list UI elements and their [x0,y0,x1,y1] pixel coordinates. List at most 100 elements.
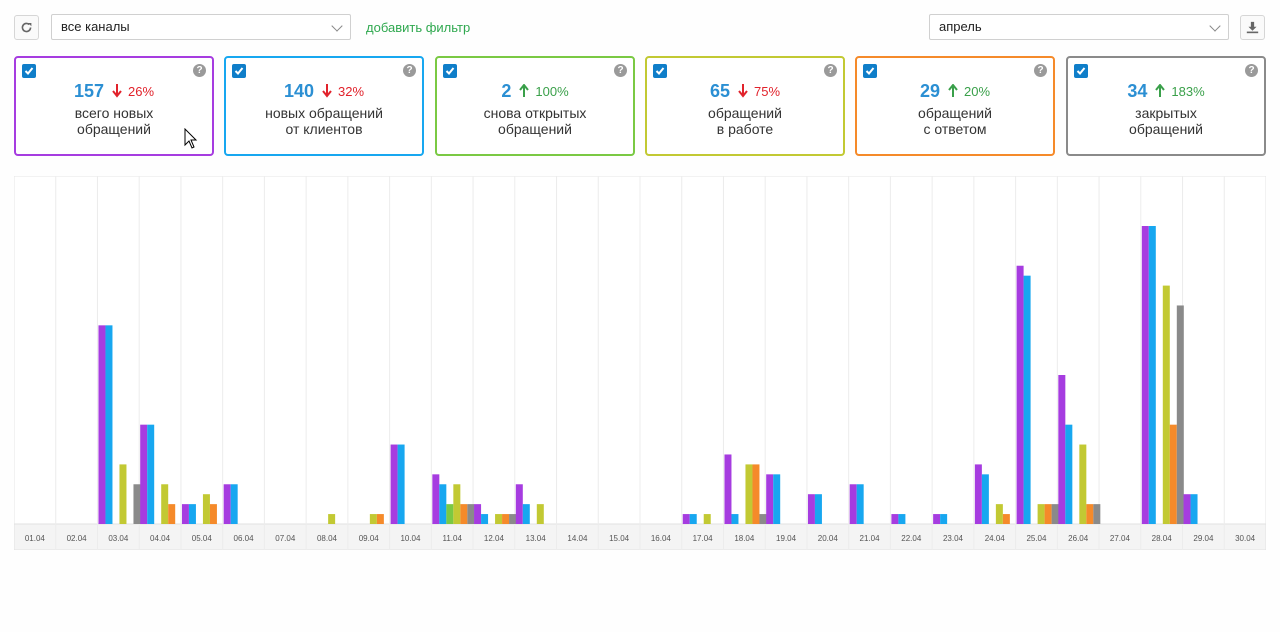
bar[interactable] [161,484,169,524]
bar[interactable] [981,474,989,524]
card-checkbox[interactable] [863,64,877,78]
bar[interactable] [181,504,189,524]
card-checkbox[interactable] [22,64,36,78]
bar[interactable] [536,504,544,524]
bar[interactable] [1162,285,1170,524]
bar[interactable] [147,424,155,524]
bar[interactable] [1148,226,1156,524]
bar[interactable] [703,514,711,524]
chevron-down-icon [331,20,343,32]
bar[interactable] [467,504,475,524]
card-delta: 100% [519,84,569,99]
help-icon[interactable]: ? [193,64,206,77]
bar[interactable] [397,444,405,524]
bar[interactable] [1093,504,1101,524]
bar[interactable] [849,484,857,524]
help-icon[interactable]: ? [1245,64,1258,77]
bar[interactable] [328,514,336,524]
card-checkbox[interactable] [653,64,667,78]
bar[interactable] [188,504,196,524]
bar[interactable] [1058,375,1066,524]
bar[interactable] [1190,494,1198,524]
bar[interactable] [1044,504,1052,524]
bar[interactable] [1183,494,1191,524]
bar[interactable] [1002,514,1010,524]
help-icon[interactable]: ? [824,64,837,77]
download-button[interactable] [1240,15,1265,40]
arrow-down-icon [112,84,122,98]
bar[interactable] [759,514,767,524]
card-checkbox[interactable] [443,64,457,78]
bar[interactable] [814,494,822,524]
bar[interactable] [460,504,468,524]
bar[interactable] [807,494,815,524]
bar[interactable] [369,514,377,524]
bar[interactable] [974,464,982,524]
bar[interactable] [995,504,1003,524]
bar[interactable] [453,484,461,524]
bar[interactable] [1086,504,1094,524]
bar[interactable] [509,514,517,524]
add-filter-link[interactable]: добавить фильтр [366,20,471,35]
bar[interactable] [933,514,941,524]
channel-select[interactable]: все каналы [51,14,351,40]
bar[interactable] [898,514,906,524]
bar[interactable] [1016,265,1024,524]
bar[interactable] [98,325,106,524]
card-checkbox[interactable] [232,64,246,78]
bar[interactable] [474,504,482,524]
metric-card[interactable]: ? 34 183% закрытых обращений [1066,56,1266,156]
period-select[interactable]: апрель [929,14,1229,40]
card-checkbox[interactable] [1074,64,1088,78]
bar[interactable] [752,464,760,524]
bar[interactable] [432,474,440,524]
bar[interactable] [223,484,231,524]
bar[interactable] [522,504,530,524]
bar[interactable] [230,484,238,524]
bar[interactable] [773,474,781,524]
bar[interactable] [439,484,447,524]
bar[interactable] [133,484,141,524]
bar[interactable] [1176,305,1184,524]
bar[interactable] [731,514,739,524]
bar[interactable] [1051,504,1059,524]
bar[interactable] [390,444,398,524]
bar[interactable] [1169,424,1177,524]
bar[interactable] [940,514,948,524]
bar[interactable] [481,514,489,524]
help-icon[interactable]: ? [1034,64,1047,77]
bar[interactable] [502,514,510,524]
bar[interactable] [119,464,127,524]
bar[interactable] [745,464,753,524]
bar[interactable] [202,494,210,524]
x-tick-label: 09.04 [359,534,380,543]
bar[interactable] [856,484,864,524]
bar[interactable] [766,474,774,524]
metric-card[interactable]: ? 140 32% новых обращений от клиентов [224,56,424,156]
bar[interactable] [1023,275,1031,524]
bar[interactable] [495,514,503,524]
help-icon[interactable]: ? [403,64,416,77]
bar[interactable] [1065,424,1073,524]
bar[interactable] [682,514,690,524]
bar[interactable] [446,504,454,524]
bar[interactable] [1079,444,1087,524]
help-icon[interactable]: ? [614,64,627,77]
bar[interactable] [168,504,176,524]
bar[interactable] [689,514,697,524]
bar[interactable] [891,514,899,524]
bar[interactable] [1037,504,1045,524]
bar[interactable] [376,514,384,524]
bar[interactable] [724,454,732,524]
metric-card[interactable]: ? 29 20% обращений с ответом [855,56,1055,156]
bar[interactable] [209,504,217,524]
x-tick-label: 06.04 [234,534,255,543]
bar[interactable] [105,325,113,524]
metric-card[interactable]: ? 65 75% обращений в работе [645,56,845,156]
metric-card[interactable]: ? 2 100% снова открытых обращений [435,56,635,156]
refresh-button[interactable] [14,15,39,40]
metric-card[interactable]: ? 157 26% всего новых обращений [14,56,214,156]
bar[interactable] [140,424,148,524]
bar[interactable] [1141,226,1149,524]
bar[interactable] [515,484,523,524]
